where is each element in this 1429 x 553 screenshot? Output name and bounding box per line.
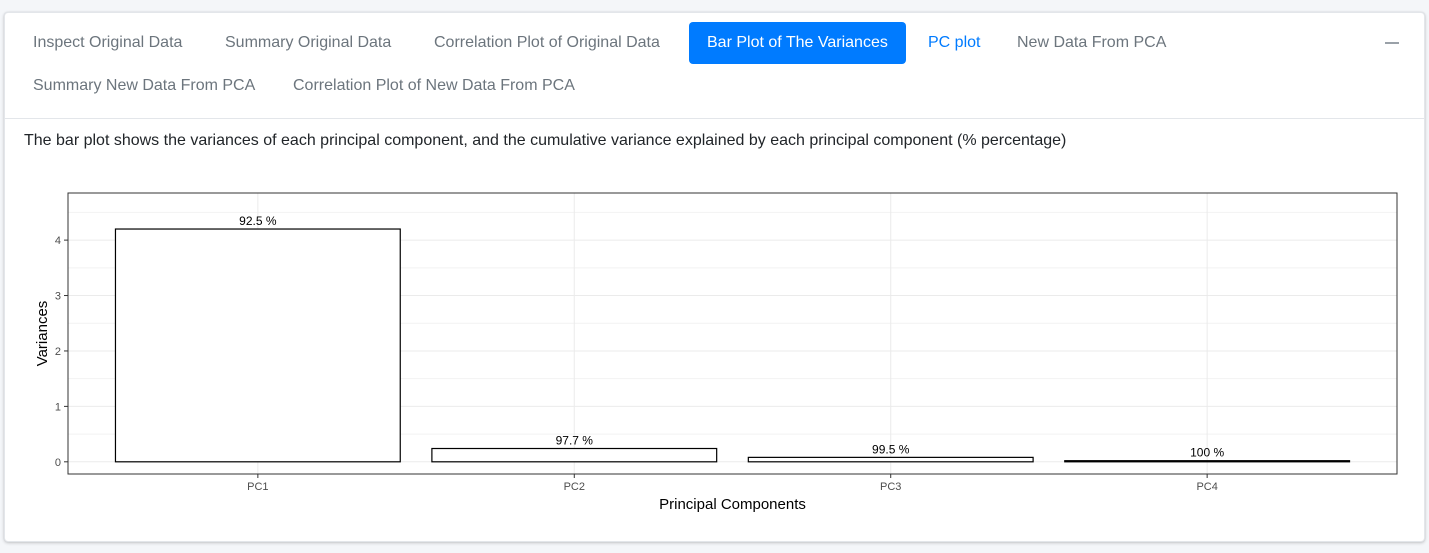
tab-pc-plot[interactable]: PC plot xyxy=(928,34,981,51)
y-tick-label: 2 xyxy=(55,346,61,358)
x-tick-label: PC1 xyxy=(247,481,268,493)
tab-bar-plot-variances[interactable]: Bar Plot of The Variances xyxy=(689,22,906,64)
tab-summary-original-data[interactable]: Summary Original Data xyxy=(225,34,392,51)
bar-label-pc1: 92.5 % xyxy=(239,214,277,228)
tab-correlation-plot-new-data[interactable]: Correlation Plot of New Data From PCA xyxy=(293,77,575,94)
variance-bar-chart: 92.5 % 97.7 % 99.5 % 100 % 0 1 2 3 4 PC1 PC2 PC3 PC… xyxy=(34,192,1398,513)
bar-label-pc4: 100 % xyxy=(1190,446,1224,460)
y-axis-title: Variances xyxy=(34,301,51,367)
tab-new-data-from-pca[interactable]: New Data From PCA xyxy=(1017,34,1167,51)
x-tick-label: PC2 xyxy=(564,481,585,493)
x-axis-title: Principal Components xyxy=(659,496,806,513)
x-tick-label: PC4 xyxy=(1196,481,1217,493)
bars: 92.5 % 97.7 % 99.5 % 100 % xyxy=(114,214,1351,463)
bar-pc2 xyxy=(431,447,718,463)
bar-label-pc2: 97.7 % xyxy=(556,434,594,448)
bar-pc1 xyxy=(114,228,401,463)
tab-summary-new-data-from-pca[interactable]: Summary New Data From PCA xyxy=(33,77,256,94)
tab-bar: Inspect Original Data Summary Original D… xyxy=(5,13,1424,119)
bar-label-pc3: 99.5 % xyxy=(872,442,910,456)
y-tick-label: 4 xyxy=(55,235,61,247)
bar-pc4 xyxy=(1064,460,1351,463)
y-tick-label: 1 xyxy=(55,401,61,413)
tab-correlation-plot-original-data[interactable]: Correlation Plot of Original Data xyxy=(434,34,660,51)
plot-panel-border xyxy=(67,192,1398,475)
axis-ticks: 0 1 2 3 4 PC1 PC2 PC3 PC4 xyxy=(55,235,1218,493)
minus-icon[interactable] xyxy=(1385,35,1399,49)
x-tick-label: PC3 xyxy=(880,481,901,493)
plot-description: The bar plot shows the variances of each… xyxy=(24,132,1067,149)
tab-inspect-original-data[interactable]: Inspect Original Data xyxy=(33,34,183,51)
y-tick-label: 0 xyxy=(55,457,61,469)
y-tick-label: 3 xyxy=(55,291,61,303)
bar-pc3 xyxy=(747,456,1034,463)
